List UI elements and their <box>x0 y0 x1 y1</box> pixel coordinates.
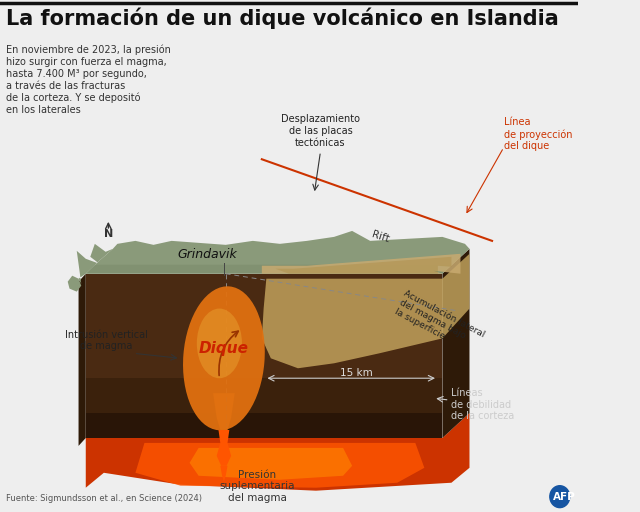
Text: a través de las fracturas: a través de las fracturas <box>6 80 125 91</box>
Text: Presión
suplementaria
del magma: Presión suplementaria del magma <box>220 470 295 503</box>
Text: Intrusión vertical
de magma: Intrusión vertical de magma <box>65 330 148 351</box>
Polygon shape <box>275 257 451 274</box>
Text: hizo surgir con fuerza el magma,: hizo surgir con fuerza el magma, <box>6 57 167 67</box>
Text: En noviembre de 2023, la presión: En noviembre de 2023, la presión <box>6 45 171 55</box>
Text: Rift: Rift <box>370 229 390 244</box>
Polygon shape <box>79 274 86 446</box>
Polygon shape <box>86 413 470 490</box>
Text: 15 km: 15 km <box>340 368 373 378</box>
Text: de la corteza. Y se depositó: de la corteza. Y se depositó <box>6 93 141 103</box>
Text: N: N <box>104 229 113 239</box>
Polygon shape <box>213 393 235 433</box>
Text: en los laterales: en los laterales <box>6 104 81 115</box>
Polygon shape <box>189 448 352 480</box>
Polygon shape <box>68 275 81 292</box>
Polygon shape <box>77 244 113 284</box>
Polygon shape <box>86 265 451 274</box>
Text: Dique: Dique <box>199 341 249 356</box>
Polygon shape <box>442 249 470 438</box>
Text: Línea
de proyección
del dique: Línea de proyección del dique <box>504 117 572 151</box>
Text: Desplazamiento
de las placas
tectónicas: Desplazamiento de las placas tectónicas <box>281 115 360 147</box>
Circle shape <box>550 486 570 507</box>
Text: Grindavik: Grindavik <box>178 248 237 261</box>
Polygon shape <box>220 466 227 482</box>
Polygon shape <box>262 254 470 368</box>
Polygon shape <box>86 231 470 274</box>
Text: AFP: AFP <box>554 492 576 502</box>
Polygon shape <box>86 413 442 438</box>
Polygon shape <box>86 274 442 438</box>
Ellipse shape <box>197 309 242 378</box>
Text: Líneas
de debilidad
de la corteza: Líneas de debilidad de la corteza <box>451 388 515 421</box>
Polygon shape <box>262 254 460 274</box>
Text: Fuente: Sigmundsson et al., en Science (2024): Fuente: Sigmundsson et al., en Science (… <box>6 494 202 503</box>
Polygon shape <box>136 443 424 488</box>
Ellipse shape <box>183 286 265 430</box>
Text: Acumulación lateral
del magma bajo
la superficie: Acumulación lateral del magma bajo la su… <box>393 289 486 357</box>
Text: hasta 7.400 M³ por segundo,: hasta 7.400 M³ por segundo, <box>6 69 147 79</box>
Polygon shape <box>86 378 442 438</box>
Polygon shape <box>217 430 231 466</box>
Text: La formación de un dique volcánico en Islandia: La formación de un dique volcánico en Is… <box>6 8 559 30</box>
